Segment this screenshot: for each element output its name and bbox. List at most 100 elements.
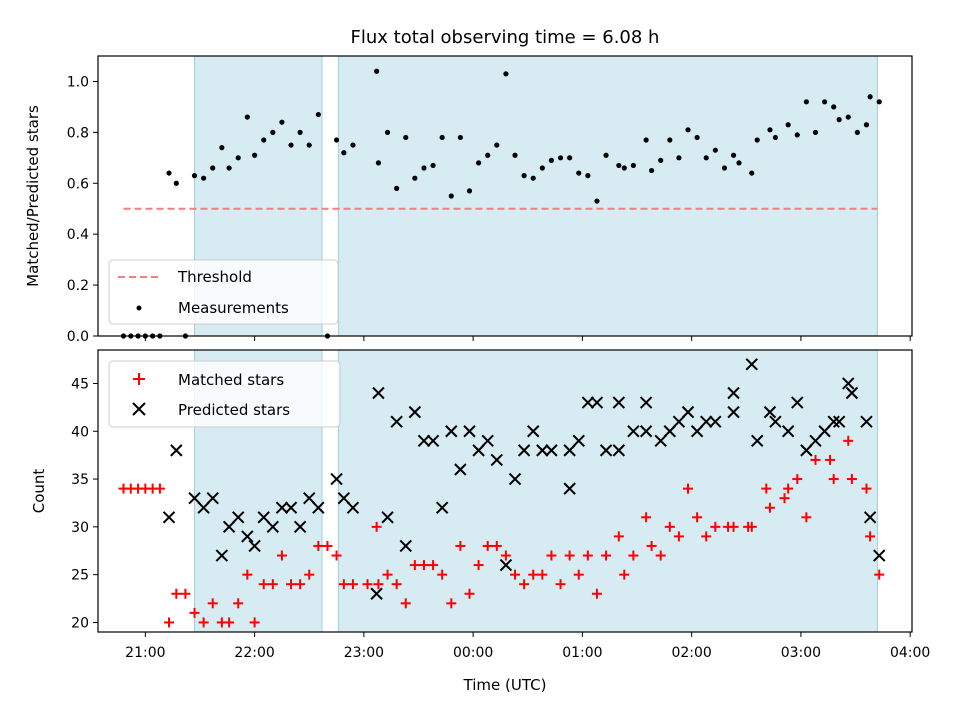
- measurement-point: [219, 145, 225, 151]
- measurement-point: [658, 157, 664, 163]
- measurement-point: [648, 167, 655, 174]
- top-legend: Threshold Measurements: [108, 259, 339, 325]
- measurement-point: [430, 162, 436, 169]
- matched-stars-points: [118, 435, 885, 628]
- top-y-axis-label: Matched/Predicted stars: [24, 105, 42, 287]
- matched-star-point: [655, 550, 666, 561]
- measurement-point: [712, 147, 718, 153]
- predicted-star-point: [581, 396, 595, 409]
- matched-star-point: [843, 435, 854, 446]
- predicted-star-point: [727, 405, 740, 419]
- bottom-panel-counts: 20 25 30 35 40 45 21:00 22:00 23:00 00:00 01:00 02…: [30, 349, 930, 694]
- matched-star-point: [537, 569, 548, 580]
- y-tick-label: 0.8: [67, 125, 89, 141]
- measurement-point: [173, 180, 179, 186]
- predicted-star-point: [337, 491, 351, 505]
- measurement-point: [812, 129, 819, 135]
- matched-star-point: [692, 512, 703, 523]
- measurement-point: [867, 94, 873, 100]
- measurement-point: [730, 152, 737, 158]
- predicted-star-point: [832, 415, 846, 428]
- y-tick-label: 0.2: [67, 278, 89, 294]
- matched-star-point: [546, 550, 557, 561]
- measurement-point: [244, 114, 250, 120]
- measurement-point: [863, 122, 870, 128]
- measurement-point: [166, 170, 172, 176]
- predicted-star-point: [639, 396, 653, 409]
- matched-star-point: [764, 502, 775, 513]
- measurement-point: [557, 155, 564, 161]
- matched-star-point: [382, 569, 393, 580]
- legend-x-marker: [132, 402, 146, 416]
- predicted-star-point: [517, 444, 531, 457]
- y-tick-label: 40: [71, 424, 89, 440]
- predicted-star-point: [162, 511, 176, 524]
- matched-star-point: [491, 540, 502, 551]
- predicted-star-point: [845, 386, 859, 400]
- measurement-point: [676, 155, 682, 161]
- predicted-star-point: [791, 396, 804, 409]
- predicted-star-point: [170, 444, 183, 457]
- predicted-star-point: [206, 491, 219, 505]
- matched-star-point: [267, 579, 278, 590]
- matched-star-point: [286, 579, 297, 590]
- measurement-point: [803, 99, 809, 105]
- matched-star-point: [746, 521, 757, 532]
- measurement-point: [836, 117, 842, 123]
- matched-star-point: [846, 474, 857, 485]
- matched-star-point: [446, 598, 457, 609]
- matched-star-point: [242, 569, 253, 580]
- measurement-point: [785, 122, 791, 128]
- predicted-star-point: [499, 558, 513, 572]
- measurement-point: [667, 137, 673, 143]
- measurement-point: [736, 160, 742, 166]
- y-tick-label: 20: [71, 615, 89, 631]
- predicted-star-point: [472, 444, 485, 457]
- predicted-star-point: [241, 530, 254, 543]
- matched-star-point: [371, 521, 382, 532]
- measurement-point: [375, 160, 382, 166]
- matched-star-point: [564, 550, 575, 561]
- predicted-star-point: [627, 425, 640, 438]
- measurement-point: [191, 173, 198, 179]
- matched-star-point: [591, 588, 602, 599]
- matched-star-point: [331, 550, 342, 561]
- measurement-point: [630, 162, 636, 169]
- measurement-point: [821, 99, 828, 105]
- measurement-point: [567, 155, 573, 161]
- predicted-star-point: [727, 386, 740, 400]
- top-legend-box: [108, 259, 339, 325]
- measurement-point: [876, 99, 882, 105]
- matched-star-point: [728, 521, 739, 532]
- measurement-point: [721, 165, 728, 171]
- predicted-star-point: [860, 415, 873, 428]
- matched-star-point: [792, 474, 803, 485]
- y-tick-label: 0.0: [67, 329, 89, 345]
- measurement-point: [226, 165, 232, 171]
- measurement-point: [394, 185, 400, 191]
- matched-star-point: [464, 588, 475, 599]
- predicted-star-point: [639, 425, 653, 438]
- matched-star-point: [391, 579, 402, 590]
- matched-star-point: [313, 540, 324, 551]
- matched-star-point: [198, 617, 209, 628]
- bottom-x-ticks: 21:00 22:00 23:00 00:00 01:00 02:00 03:00 04:00: [125, 632, 930, 661]
- measurement-point: [485, 152, 491, 158]
- measurement-point: [201, 175, 207, 181]
- matched-star-point: [207, 598, 218, 609]
- predicted-star-point: [426, 434, 440, 448]
- measurement-point: [749, 170, 755, 176]
- predicted-star-point: [769, 415, 782, 428]
- measurement-point: [772, 134, 779, 141]
- legend-predicted-label: Predicted stars: [178, 401, 290, 419]
- matched-star-point: [641, 512, 652, 523]
- measurement-point: [854, 129, 860, 135]
- bottom-plot-frame: [97, 349, 913, 633]
- predicted-star-point: [248, 539, 261, 553]
- predicted-star-point: [399, 539, 412, 553]
- measurement-point: [384, 129, 391, 135]
- matched-star-point: [710, 521, 721, 532]
- predicted-star-point: [284, 501, 298, 514]
- measurement-point: [374, 68, 380, 74]
- bottom-y-ticks: 20 25 30 35 40 45: [71, 376, 98, 631]
